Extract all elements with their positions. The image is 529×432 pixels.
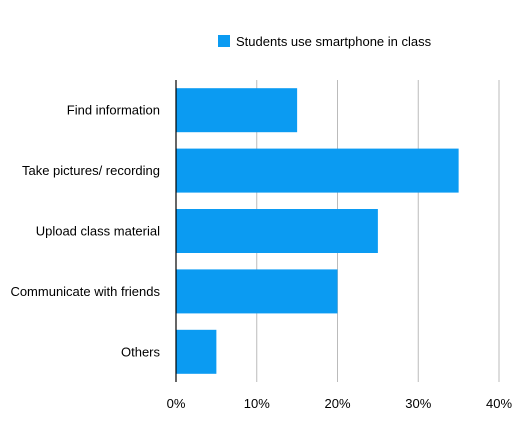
bar (176, 209, 378, 253)
category-label: Upload class material (36, 224, 160, 239)
x-tick-label: 0% (167, 396, 186, 411)
category-label: Communicate with friends (10, 284, 160, 299)
bars (176, 88, 459, 374)
legend: Students use smartphone in class (218, 34, 432, 49)
category-label: Others (121, 344, 161, 359)
x-tick-label: 40% (486, 396, 512, 411)
category-labels: Find information Take pictures/ recording… (10, 103, 160, 360)
x-tick-labels: 0% 10% 20% 30% 40% (167, 396, 513, 411)
category-label: Find information (67, 103, 160, 118)
bar (176, 329, 217, 374)
bar (176, 269, 338, 314)
x-tick-label: 30% (405, 396, 431, 411)
x-tick-label: 10% (244, 396, 270, 411)
bar (176, 148, 459, 193)
category-label: Take pictures/ recording (22, 163, 160, 178)
x-tick-label: 20% (324, 396, 350, 411)
legend-swatch (218, 35, 230, 47)
legend-label: Students use smartphone in class (236, 34, 432, 49)
bar (176, 88, 298, 133)
